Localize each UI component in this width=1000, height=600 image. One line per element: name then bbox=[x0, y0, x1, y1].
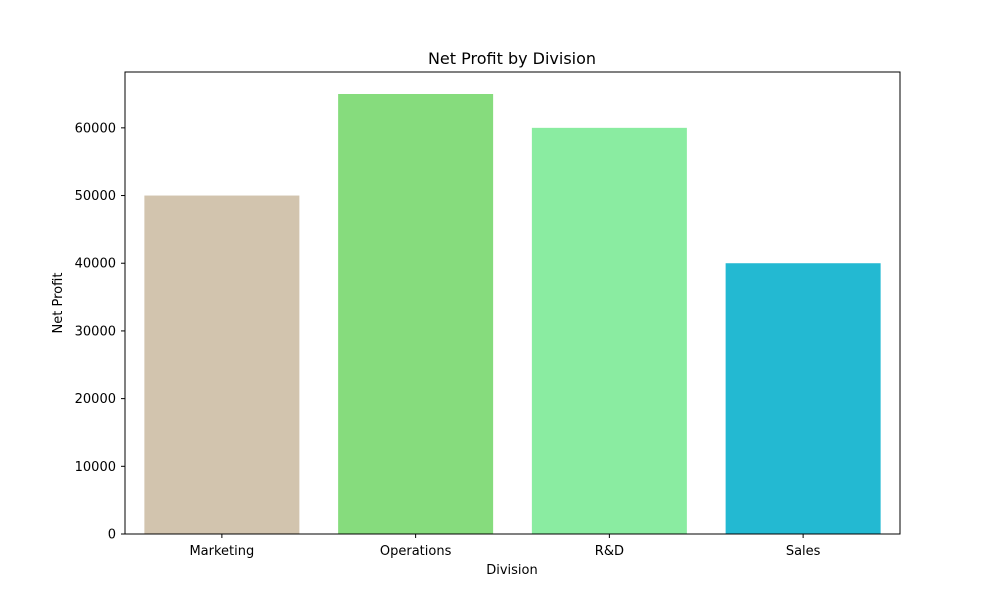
x-tick-label: Operations bbox=[380, 544, 452, 559]
bars-group bbox=[144, 94, 881, 535]
y-tick-label: 30000 bbox=[75, 324, 116, 339]
y-tick-label: 0 bbox=[108, 528, 116, 543]
y-tick-label: 10000 bbox=[75, 460, 116, 475]
x-tick-label: Sales bbox=[786, 544, 821, 559]
bar-marketing bbox=[144, 195, 300, 535]
bar-r-d bbox=[531, 127, 687, 534]
x-axis: Marketing Operations R&D Sales bbox=[189, 534, 821, 559]
y-tick-label: 40000 bbox=[75, 257, 116, 272]
x-axis-label: Division bbox=[486, 563, 538, 578]
y-axis: 0 10000 20000 30000 40000 50000 60000 bbox=[75, 121, 125, 543]
x-tick-label: Marketing bbox=[189, 544, 254, 559]
y-axis-label: Net Profit bbox=[51, 273, 66, 334]
x-tick-label: R&D bbox=[595, 544, 624, 559]
plot-frame bbox=[124, 71, 901, 535]
y-tick-label: 20000 bbox=[75, 392, 116, 407]
bar-operations bbox=[338, 94, 494, 534]
chart-title: Net Profit by Division bbox=[428, 49, 596, 68]
y-tick-label: 60000 bbox=[75, 121, 116, 136]
bar-sales bbox=[725, 263, 881, 534]
y-tick-label: 50000 bbox=[75, 189, 116, 204]
